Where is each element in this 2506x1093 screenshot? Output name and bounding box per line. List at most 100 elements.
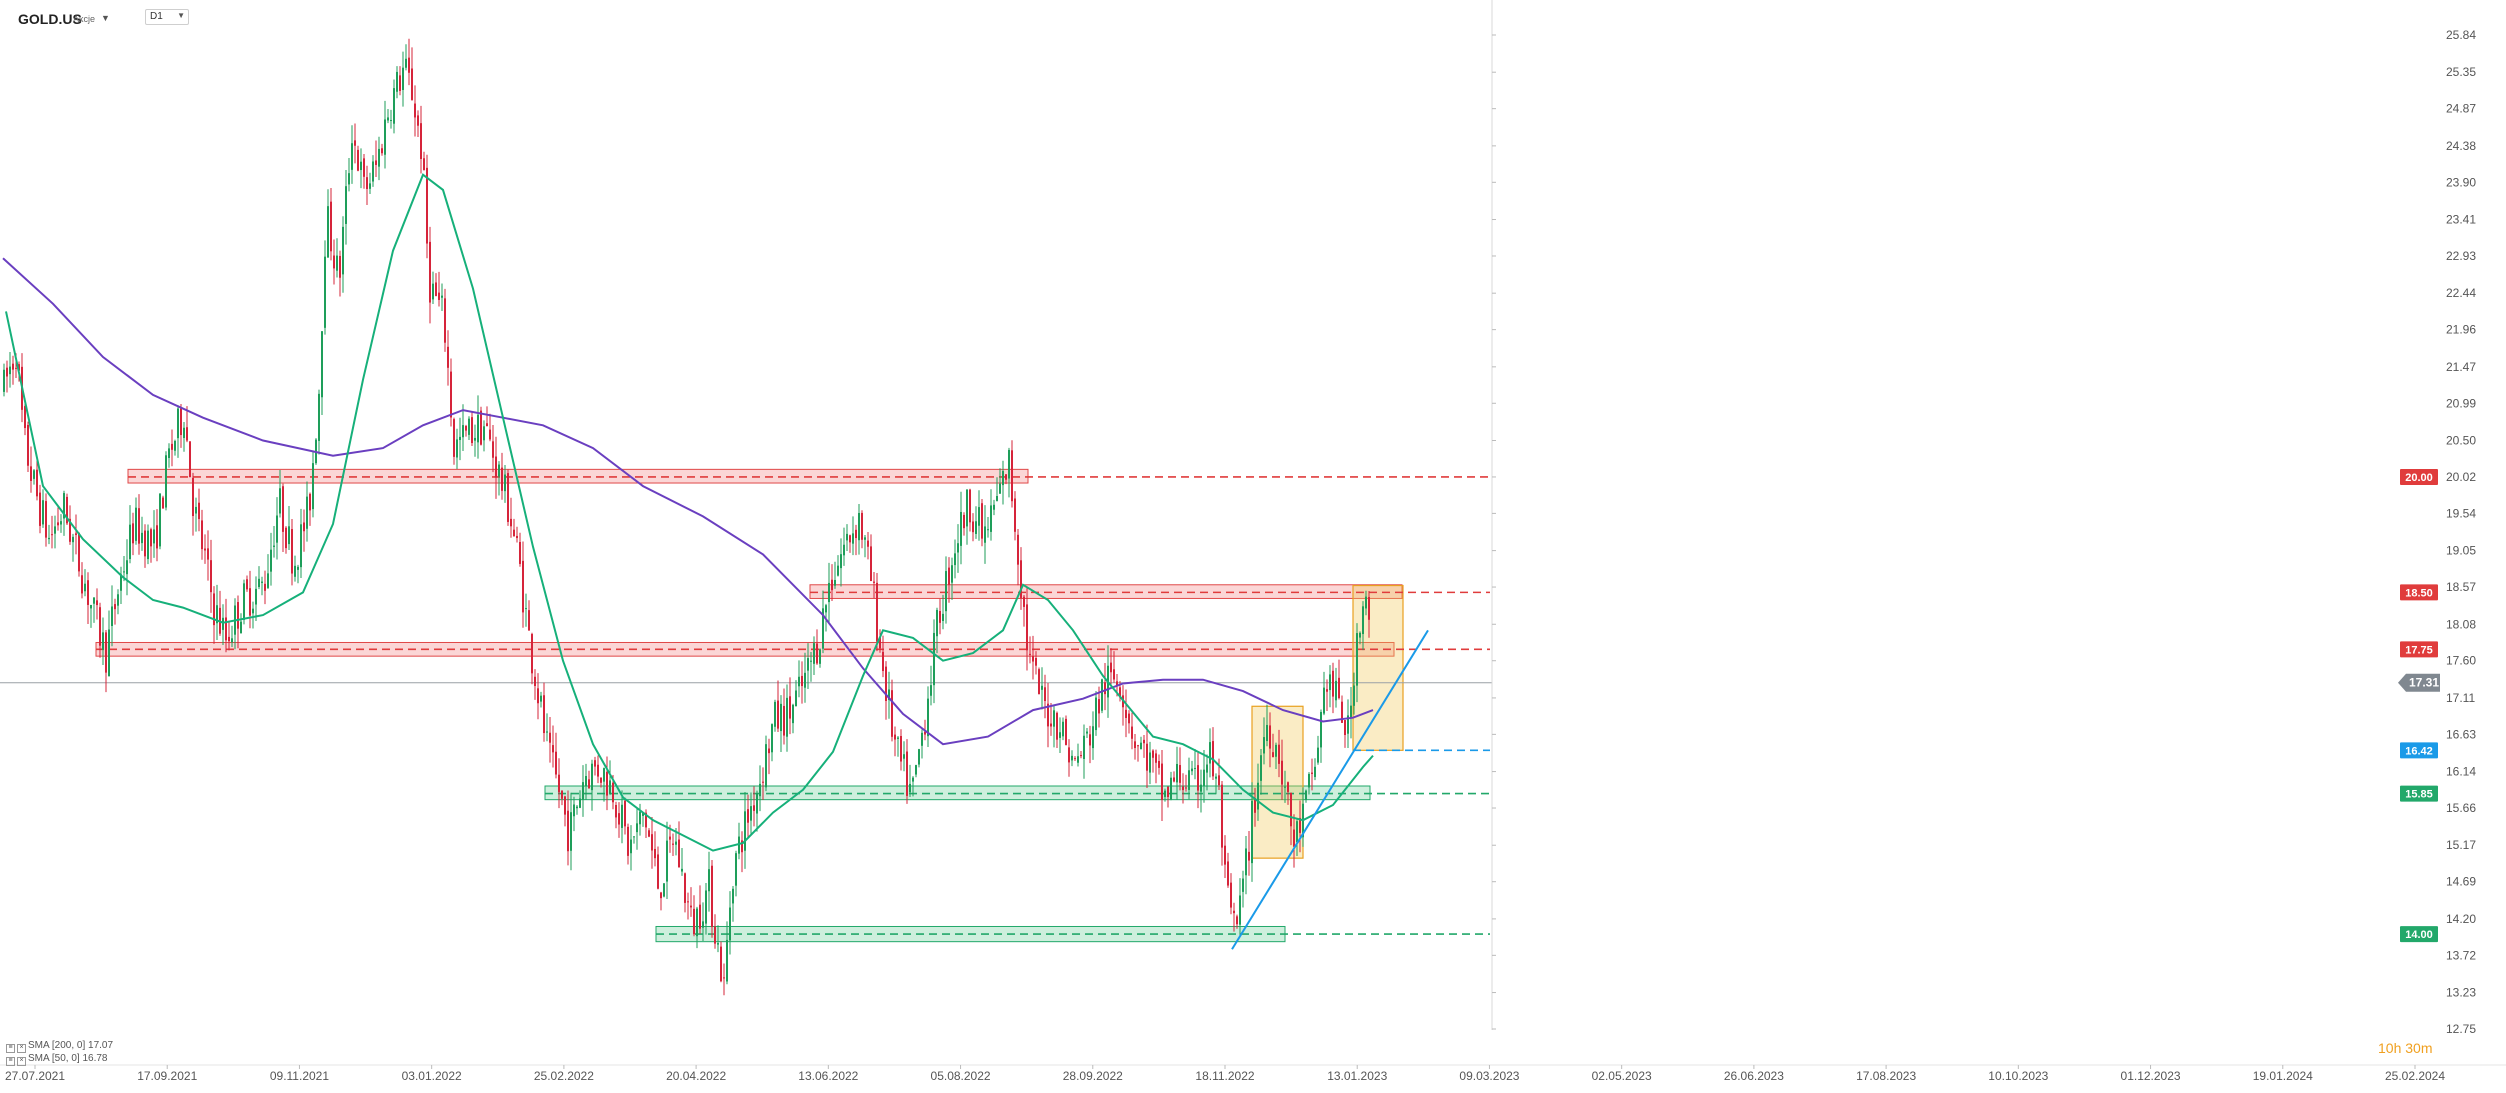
candle-body xyxy=(1029,653,1031,655)
highlight-box xyxy=(1352,584,1404,751)
candle-body xyxy=(618,813,620,825)
close-icon[interactable]: × xyxy=(17,1057,26,1066)
candle-body xyxy=(657,854,659,889)
candle-body xyxy=(918,749,920,765)
price-level-badge xyxy=(2400,468,2438,485)
candle-body xyxy=(318,393,320,441)
candle-body xyxy=(1095,697,1097,731)
candle-body xyxy=(1248,851,1250,861)
candle-body xyxy=(924,731,926,735)
candle-body xyxy=(372,161,374,182)
legend-sma200-label: SMA [200, 0] 17.07 xyxy=(28,1040,114,1051)
settings-icon[interactable]: ≡ xyxy=(6,1057,15,1066)
symbol-dropdown-icon[interactable]: ▼ xyxy=(101,13,110,23)
candle-body xyxy=(258,578,260,588)
candle-body xyxy=(627,826,629,856)
candle-body xyxy=(1038,669,1040,695)
time-tick-label: 18.11.2022 xyxy=(1195,1069,1254,1083)
candle-body xyxy=(678,839,680,868)
candle-body xyxy=(669,836,671,840)
candle-body xyxy=(1266,724,1268,742)
candle-body xyxy=(1056,712,1058,740)
candle-body xyxy=(819,649,821,664)
candle-body xyxy=(105,632,107,673)
candle-body xyxy=(810,660,812,662)
candle-body xyxy=(1146,743,1148,771)
candle-body xyxy=(570,812,572,851)
candle-body xyxy=(24,406,26,428)
candle-body xyxy=(828,582,830,603)
price-level-badge xyxy=(2400,584,2438,601)
candle-body xyxy=(612,782,614,803)
candle-body xyxy=(111,606,113,627)
candle-body xyxy=(903,754,905,759)
time-tick-label: 26.06.2023 xyxy=(1724,1069,1784,1083)
candle-body xyxy=(300,524,302,568)
candle-body xyxy=(1245,848,1247,876)
candle-body xyxy=(1338,677,1340,699)
candle-body xyxy=(60,521,62,525)
timeframe-select[interactable]: D1 ▼ xyxy=(145,9,189,25)
candle-body xyxy=(1152,750,1154,758)
candle-body xyxy=(1305,790,1307,800)
candle-body xyxy=(159,493,161,547)
candle-body xyxy=(222,617,224,630)
candle-body xyxy=(909,783,911,793)
candle-body xyxy=(162,497,164,509)
candle-body xyxy=(1092,726,1094,749)
candle-body xyxy=(282,486,284,532)
symbol-label[interactable]: GOLD.US xyxy=(18,11,82,27)
price-tick-label: 23.41 xyxy=(2446,213,2476,227)
candle-body xyxy=(801,675,803,687)
candle-body xyxy=(1143,739,1145,744)
chart-toolbar: GOLD.US Akcje ▼ D1 ▼ xyxy=(0,0,2400,34)
candle-body xyxy=(432,283,434,300)
candle-body xyxy=(1173,777,1175,782)
candle-body xyxy=(528,610,530,631)
time-tick-label: 03.01.2022 xyxy=(402,1069,462,1083)
candle-body xyxy=(9,366,11,375)
candle-body xyxy=(855,529,857,539)
candle-body xyxy=(201,520,203,550)
candle-body xyxy=(906,751,908,796)
settings-icon[interactable]: ≡ xyxy=(6,1044,15,1053)
candle-body xyxy=(852,533,854,544)
candle-body xyxy=(540,695,542,702)
candle-body xyxy=(1086,731,1088,734)
candle-body xyxy=(774,701,776,727)
candle-body xyxy=(369,183,371,189)
candle-body xyxy=(474,437,476,441)
price-tick-label: 24.38 xyxy=(2446,139,2476,153)
legend-sma50[interactable]: ≡ × SMA [50, 0] 16.78 xyxy=(6,1053,108,1066)
candle-body xyxy=(15,367,17,369)
candle-body xyxy=(711,865,713,928)
candle-body xyxy=(1083,735,1085,759)
candle-body xyxy=(441,295,443,298)
candle-body xyxy=(6,367,8,377)
time-tick-label: 09.03.2023 xyxy=(1459,1069,1519,1083)
candle-body xyxy=(297,566,299,570)
candle-body xyxy=(132,523,134,544)
price-tick-label: 21.47 xyxy=(2446,360,2476,374)
candle-body xyxy=(1167,786,1169,797)
candle-body xyxy=(807,658,809,671)
candle-body xyxy=(996,496,998,501)
candle-body xyxy=(462,425,464,438)
candle-body xyxy=(54,526,56,534)
candle-body xyxy=(1263,737,1265,754)
candle-body xyxy=(672,843,674,845)
candle-body xyxy=(1347,715,1349,734)
candle-body xyxy=(261,581,263,583)
candle-body xyxy=(1137,745,1139,747)
candle-body xyxy=(585,775,587,787)
legend-sma200[interactable]: ≡ × SMA [200, 0] 17.07 xyxy=(6,1040,113,1053)
candle-body xyxy=(1365,596,1367,609)
close-icon[interactable]: × xyxy=(17,1044,26,1053)
candle-body xyxy=(1071,755,1073,761)
candle-body xyxy=(129,524,131,560)
candle-body xyxy=(705,890,707,924)
price-tick-label: 21.96 xyxy=(2446,323,2476,337)
candle-body xyxy=(96,600,98,606)
time-tick-label: 25.02.2024 xyxy=(2385,1069,2445,1083)
